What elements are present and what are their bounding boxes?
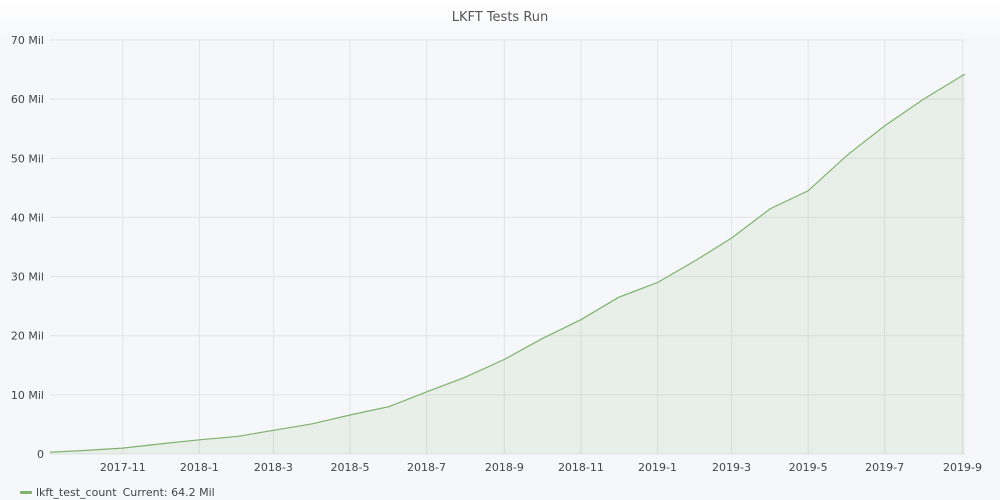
legend[interactable]: lkft_test_count Current: 64.2 Mil (20, 484, 215, 500)
x-tick-label: 2017-11 (100, 461, 146, 474)
series-area (49, 73, 966, 455)
x-tick-label: 2018-7 (407, 461, 446, 474)
series-line (49, 73, 966, 453)
x-tick-label: 2018-1 (180, 461, 219, 474)
x-tick-label: 2019-9 (943, 461, 982, 474)
x-tick-label: 2018-11 (558, 461, 604, 474)
y-tick-label: 60 Mil (11, 93, 44, 106)
x-axis-ticks: 2017-11 2018-1 2018-3 2018-5 2018-7 2018-9 201… (100, 461, 982, 474)
y-tick-label: 30 Mil (11, 271, 44, 284)
series-area-fill (50, 74, 965, 455)
legend-series-name[interactable]: lkft_test_count (36, 485, 117, 499)
x-tick-label: 2019-5 (789, 461, 828, 474)
legend-current-value: Current: 64.2 Mil (122, 485, 215, 499)
y-tick-label: 20 Mil (11, 330, 44, 343)
chart-svg: 0 10 Mil 20 Mil 30 Mil 40 Mil 50 Mil 60 Mil 70 … (11, 34, 982, 474)
x-tick-label: 2018-3 (254, 461, 293, 474)
y-tick-label: 70 Mil (11, 34, 44, 47)
x-tick-label: 2018-9 (485, 461, 524, 474)
y-tick-label: 0 (37, 448, 44, 461)
x-tick-label: 2019-1 (638, 461, 677, 474)
x-tick-label: 2019-3 (712, 461, 751, 474)
y-tick-label: 50 Mil (11, 152, 44, 165)
y-tick-label: 40 Mil (11, 211, 44, 224)
grid-lines (50, 39, 965, 455)
legend-swatch (20, 490, 32, 494)
y-axis-ticks: 0 10 Mil 20 Mil 30 Mil 40 Mil 50 Mil 60 Mil 70 … (11, 34, 44, 461)
y-tick-label: 10 Mil (11, 389, 44, 402)
chart-title: LKFT Tests Run (451, 10, 549, 25)
x-tick-label: 2018-5 (330, 461, 369, 474)
x-tick-label: 2019-7 (865, 461, 904, 474)
